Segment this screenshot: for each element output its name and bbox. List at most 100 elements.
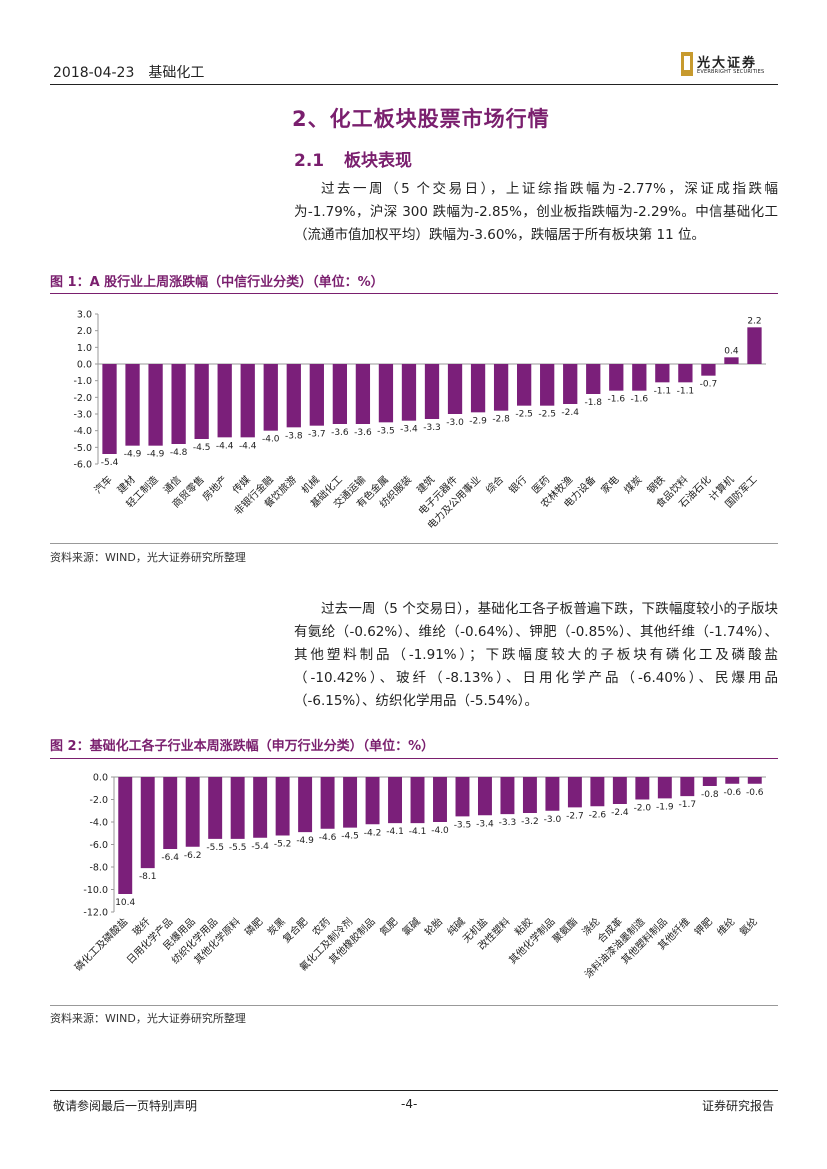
fig1-data-label: -4.4 bbox=[239, 441, 257, 451]
fig2-data-label: -5.2 bbox=[274, 840, 292, 850]
footer-report-type: 证券研究报告 bbox=[702, 1099, 775, 1113]
fig2-data-label: -3.5 bbox=[454, 820, 472, 830]
fig2-category-label: 维纶 bbox=[714, 915, 737, 938]
fig1-bar bbox=[609, 364, 624, 391]
fig1-bar bbox=[217, 364, 232, 438]
fig2-category-label: 氮肥 bbox=[377, 915, 400, 938]
fig2-bar bbox=[680, 777, 695, 797]
fig1-bar bbox=[309, 364, 324, 426]
fig2-data-label: -8.1 bbox=[139, 872, 157, 882]
fig2-data-label: -0.6 bbox=[723, 788, 741, 798]
fig1-data-label: -4.9 bbox=[147, 450, 165, 460]
fig1-category-label: 房地产 bbox=[199, 473, 229, 503]
fig2-data-label: -4.1 bbox=[409, 827, 427, 837]
fig1-data-label: -3.3 bbox=[423, 423, 441, 433]
fig1-data-label: -4.8 bbox=[170, 448, 188, 458]
fig2-y-tick-label: -10.0 bbox=[83, 885, 108, 896]
fig2-data-label: -2.4 bbox=[611, 808, 629, 818]
fig2-bar bbox=[612, 777, 627, 804]
fig1-bar bbox=[240, 364, 255, 438]
fig1-bar bbox=[263, 364, 278, 431]
fig2-data-label: -4.6 bbox=[319, 833, 337, 843]
fig2-category-label: 氨纶 bbox=[737, 915, 760, 938]
fig2-category-label: 复合肥 bbox=[280, 915, 310, 945]
logo-subtext: EVERBRIGHT SECURITIES bbox=[697, 69, 765, 75]
figure2-source: 资料来源：WIND，光大证券研究所整理 bbox=[50, 1012, 246, 1025]
figure1-title: 图 1：A 股行业上周涨跌幅（中信行业分类）（单位：%） bbox=[50, 275, 384, 290]
fig1-data-label: -0.7 bbox=[700, 380, 718, 390]
fig1-bar bbox=[286, 364, 301, 428]
figure1-bottom-rule bbox=[50, 543, 778, 544]
fig1-data-label: -2.8 bbox=[492, 415, 510, 425]
fig1-category-label: 汽车 bbox=[91, 473, 114, 496]
fig2-category-label: 聚氨酯 bbox=[550, 915, 580, 945]
fig1-data-label: -4.9 bbox=[124, 450, 142, 460]
page-number: -4- bbox=[401, 1097, 418, 1111]
fig1-data-label: -4.5 bbox=[193, 443, 211, 453]
fig2-data-label: -6.4 bbox=[161, 853, 179, 863]
fig1-bar bbox=[401, 364, 417, 421]
fig1-bar bbox=[332, 364, 348, 424]
fig2-category-label: 磷化工及磷酸盐 bbox=[72, 915, 131, 974]
section-title: 2、化工板块股票市场行情 bbox=[292, 107, 550, 131]
fig2-bar bbox=[320, 777, 335, 829]
fig1-data-label: -3.5 bbox=[377, 426, 395, 436]
fig1-category-label: 综合 bbox=[483, 473, 506, 496]
fig1-bar bbox=[516, 364, 532, 406]
logo-icon bbox=[681, 52, 693, 76]
fig1-data-label: -3.0 bbox=[446, 418, 464, 428]
fig1-bar bbox=[563, 364, 578, 404]
paragraph-subsector-summary: 过去一周（5 个交易日），基础化工各子板普遍下跌，下跌幅度较小的子版块有氨纶（-… bbox=[294, 601, 778, 709]
figure2-bottom-rule bbox=[50, 1005, 778, 1006]
subsection-label: 板块表现 bbox=[344, 151, 412, 171]
fig1-bar bbox=[701, 364, 716, 376]
fig2-data-label: -2.6 bbox=[589, 810, 607, 820]
fig1-data-label: 2.2 bbox=[747, 316, 761, 326]
fig2-y-tick-label: -6.0 bbox=[89, 840, 108, 851]
fig2-data-label: -3.4 bbox=[476, 819, 494, 829]
fig1-bar bbox=[447, 364, 463, 414]
fig1-bar bbox=[632, 364, 647, 391]
fig1-bar bbox=[586, 364, 601, 394]
fig2-bar bbox=[118, 777, 133, 894]
fig1-data-label: -3.7 bbox=[308, 430, 326, 440]
fig1-y-tick-label: -2.0 bbox=[73, 393, 92, 404]
fig1-bar bbox=[678, 364, 693, 383]
fig1-data-label: -5.4 bbox=[101, 458, 119, 468]
figure1-top-rule bbox=[50, 293, 778, 294]
fig1-data-label: -1.6 bbox=[607, 395, 625, 405]
figure1-source: 资料来源：WIND，光大证券研究所整理 bbox=[50, 551, 246, 564]
figure2-top-rule bbox=[50, 758, 778, 759]
header-divider bbox=[50, 84, 778, 85]
fig1-bar bbox=[102, 364, 117, 454]
fig2-data-label: -3.0 bbox=[544, 815, 562, 825]
fig2-bar bbox=[567, 777, 582, 808]
fig1-y-tick-label: -1.0 bbox=[73, 376, 92, 387]
fig1-bar bbox=[378, 364, 394, 423]
fig1-y-tick-label: -4.0 bbox=[73, 426, 92, 437]
fig1-y-tick-label: 2.0 bbox=[77, 326, 92, 337]
logo-text: 光大证券 bbox=[697, 56, 758, 71]
fig1-y-tick-label: 0.0 bbox=[77, 360, 92, 371]
fig2-data-label: -1.7 bbox=[679, 800, 697, 810]
fig2-bar bbox=[208, 777, 223, 839]
fig2-data-label: -2.7 bbox=[566, 811, 584, 821]
fig2-category-label: 钾肥 bbox=[692, 915, 715, 938]
fig2-bar bbox=[343, 777, 358, 828]
footer-disclaimer: 敬请参阅最后一页特别声明 bbox=[53, 1099, 198, 1113]
fig1-y-tick-label: -6.0 bbox=[73, 460, 92, 471]
fig1-data-label: -1.6 bbox=[631, 395, 649, 405]
fig2-y-tick-label: 0.0 bbox=[93, 773, 108, 784]
fig1-y-tick-label: -3.0 bbox=[73, 410, 92, 421]
fig1-bar bbox=[424, 364, 440, 419]
fig2-bar bbox=[657, 777, 672, 799]
fig2-y-tick-label: -4.0 bbox=[89, 818, 108, 829]
fig2-bar bbox=[298, 777, 313, 833]
footer-divider bbox=[50, 1090, 778, 1091]
fig1-data-label: 0.4 bbox=[724, 346, 739, 356]
fig2-bar bbox=[185, 777, 200, 847]
paragraph-market-summary: 过去一周（5 个交易日），上证综指跌幅为-2.77%，深证成指跌幅为-1.79%… bbox=[294, 181, 778, 243]
fig1-y-tick-label: -5.0 bbox=[73, 443, 92, 454]
fig2-bar bbox=[365, 777, 380, 825]
fig2-y-tick-label: -2.0 bbox=[89, 795, 108, 806]
